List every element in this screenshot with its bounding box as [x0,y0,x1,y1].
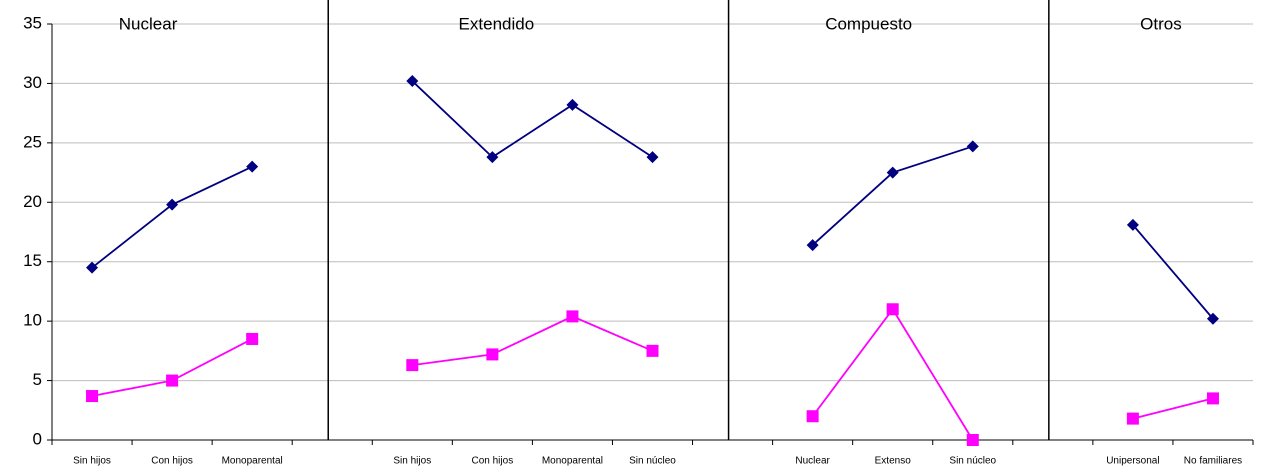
series-line [91,80,1214,320]
x-tick-label: Extenso [875,456,912,467]
group-label: Otros [1140,14,1182,33]
x-tick-label: No familiares [1184,456,1242,467]
y-tick-label: 35 [23,13,42,32]
x-tick-label: Con hijos [472,456,514,467]
point [1126,412,1139,425]
y-tick-label: 30 [23,73,42,92]
x-tick-label: Monoparental [542,456,603,467]
point [86,390,99,403]
x-tick-label: Nuclear [795,456,830,467]
point [246,160,259,173]
point [646,151,659,164]
point [406,359,419,372]
x-tick-label: Sin núcleo [949,456,996,467]
point [886,166,899,179]
point [966,140,979,153]
y-tick-label: 5 [33,370,42,389]
point [1206,392,1219,405]
y-tick-label: 10 [23,311,42,330]
group-label: Compuesto [825,14,912,33]
x-tick-label: Con hijos [151,456,193,467]
point [806,239,819,252]
x-tick-label: Sin hijos [393,456,431,467]
x-tick-label: Sin núcleo [629,456,676,467]
x-tick-label: Unipersonal [1106,456,1159,467]
y-tick-label: 0 [33,429,42,448]
point [166,374,179,387]
point [486,151,499,164]
point [1206,312,1219,325]
series-line [91,307,1214,441]
point [886,303,899,316]
point [1126,218,1139,231]
group-label: Nuclear [119,14,178,33]
point [646,344,659,357]
point [486,348,499,361]
point [566,310,579,323]
y-tick-label: 20 [23,192,42,211]
point [566,98,579,111]
point [966,434,979,446]
point [166,198,179,211]
point [406,75,419,88]
x-tick-label: Monoparental [222,456,283,467]
x-tick-label: Sin hijos [73,456,111,467]
y-tick-label: 25 [23,132,42,151]
point [86,261,99,274]
point [246,332,259,345]
group-label: Extendido [459,14,535,33]
y-tick-label: 15 [23,251,42,270]
point [806,410,819,423]
